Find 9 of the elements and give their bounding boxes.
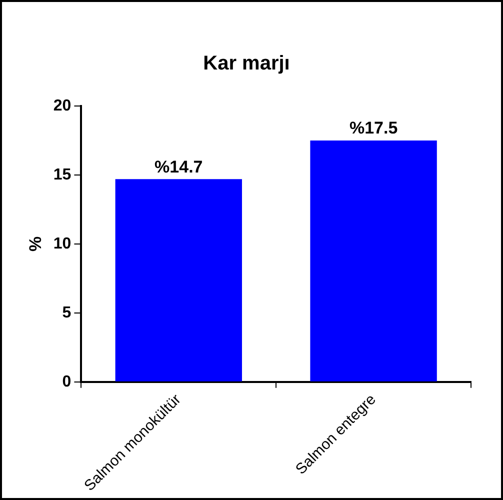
- y-tick-label: 15: [53, 166, 72, 184]
- chart-title: Kar marjı: [203, 52, 290, 75]
- data-label: %14.7: [154, 157, 203, 176]
- y-tick-label: 20: [53, 97, 72, 114]
- y-axis-title: %: [26, 236, 45, 252]
- y-tick-label: 0: [62, 373, 72, 390]
- y-tick-label: 5: [62, 304, 72, 322]
- y-tick-label: 10: [53, 235, 72, 252]
- data-label: %17.5: [349, 118, 398, 138]
